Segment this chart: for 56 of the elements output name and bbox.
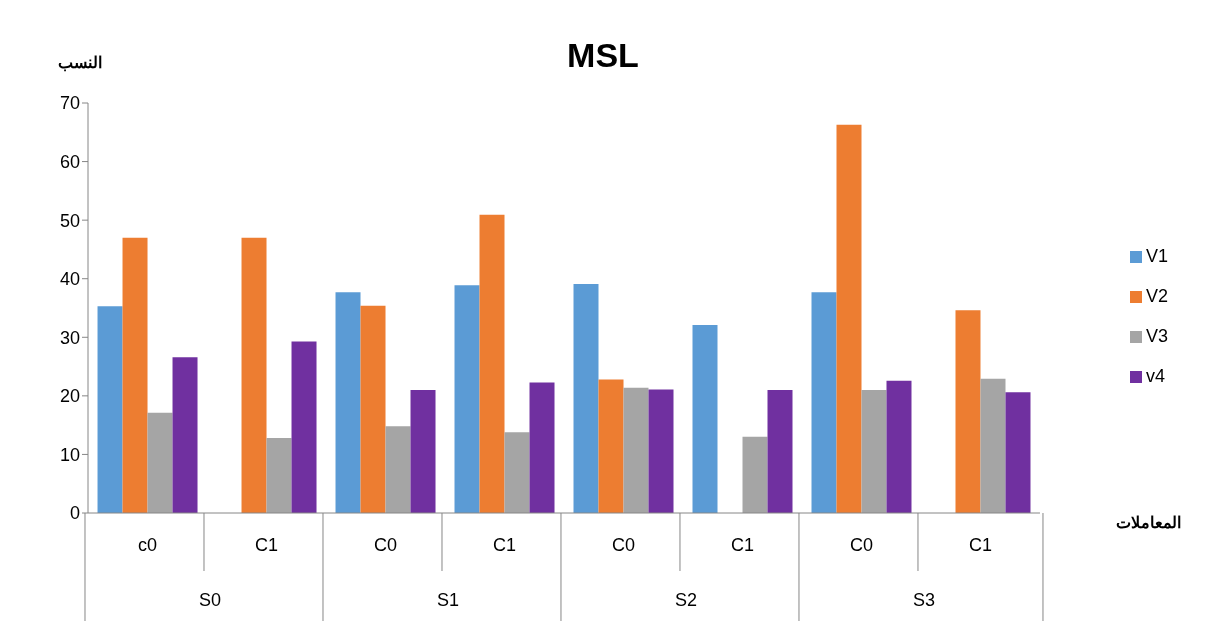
bar — [955, 310, 981, 513]
x-tick-label: C0 — [849, 535, 873, 555]
legend-label: v4 — [1145, 365, 1165, 386]
legend-label: V2 — [1145, 285, 1168, 306]
bar — [529, 382, 555, 513]
legend-label: V3 — [1145, 325, 1168, 346]
bar — [836, 124, 862, 513]
x-tick-label: C1 — [968, 535, 992, 555]
bar — [598, 379, 624, 513]
bar — [811, 292, 837, 513]
bar — [692, 324, 718, 513]
bar — [767, 390, 793, 513]
y-axis-title: النسب — [58, 53, 102, 72]
bar — [97, 306, 123, 513]
bar — [172, 357, 198, 513]
bar — [291, 341, 317, 513]
bar — [623, 387, 649, 513]
bar — [360, 305, 386, 513]
bar — [573, 283, 599, 513]
bar — [410, 390, 436, 513]
bar — [479, 214, 505, 513]
legend-label: V1 — [1145, 245, 1168, 266]
y-tick-label: 60 — [59, 151, 80, 172]
y-tick-label: 40 — [59, 269, 80, 290]
y-tick-label: 20 — [59, 386, 80, 407]
bar — [122, 237, 148, 513]
x-axis-title: المعاملات — [1116, 513, 1181, 532]
bar — [886, 380, 912, 513]
bar — [1005, 392, 1031, 513]
bar — [147, 412, 173, 513]
bar — [980, 378, 1006, 513]
y-tick-label: 0 — [69, 503, 80, 524]
bar — [454, 285, 480, 513]
bar — [742, 436, 768, 513]
y-tick-label: 70 — [59, 93, 80, 114]
text: S2 — [674, 590, 697, 610]
x-tick-label: c0 — [137, 535, 158, 555]
text: S0 — [198, 590, 222, 610]
bar — [335, 292, 361, 513]
x-tick-label: C1 — [254, 535, 278, 555]
y-tick-label: 10 — [59, 444, 80, 465]
bar — [861, 390, 887, 513]
x-tick-label: C0 — [373, 535, 397, 555]
bar — [266, 438, 292, 513]
x-tick-label: C1 — [492, 535, 516, 555]
chart-title: MSL — [567, 36, 639, 74]
bar — [385, 426, 411, 513]
text: S1 — [436, 590, 460, 610]
bar — [648, 389, 674, 513]
y-tick-label: 50 — [59, 210, 80, 231]
x-tick-label: C1 — [730, 535, 754, 555]
text: S3 — [912, 590, 935, 610]
x-tick-label: C0 — [611, 535, 635, 555]
bar — [241, 237, 267, 513]
bar — [504, 432, 530, 513]
y-tick-label: 30 — [59, 327, 80, 348]
